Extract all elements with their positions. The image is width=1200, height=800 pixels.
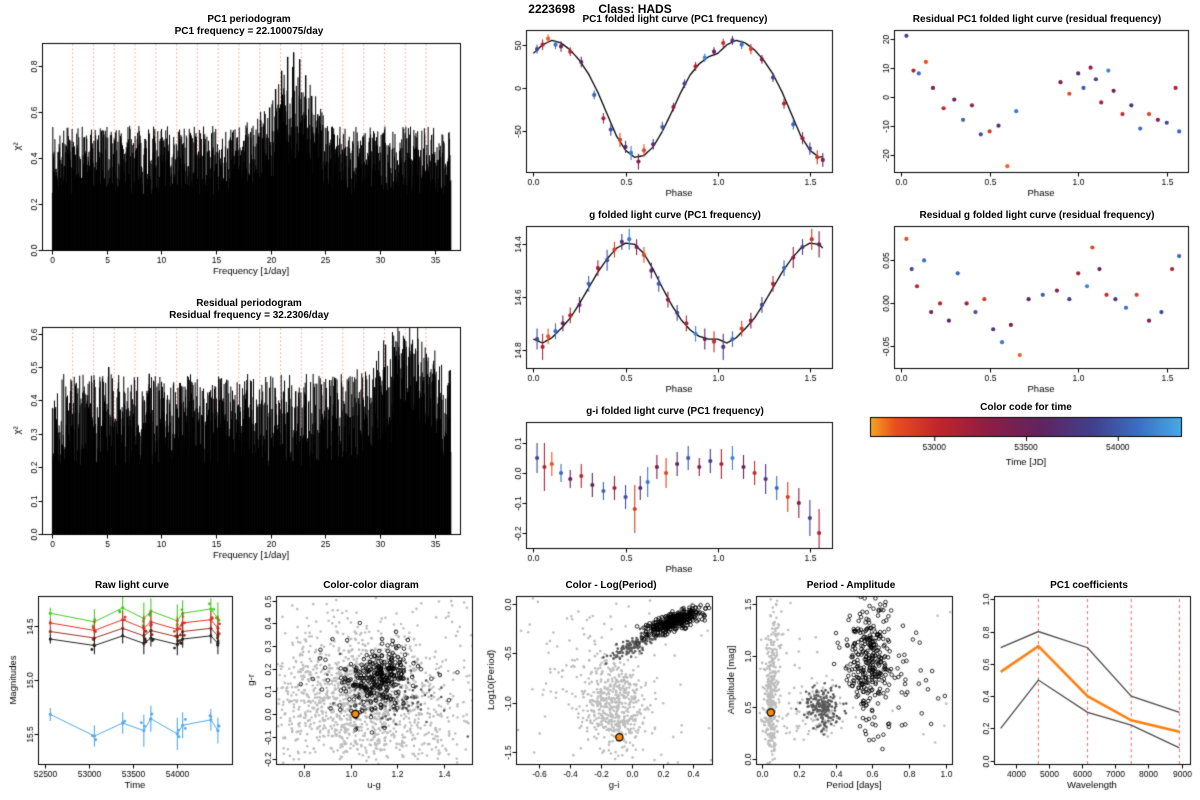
panel-residual-pc1: Residual PC1 folded light curve (residua…: [856, 14, 1196, 202]
residual-g-plot: [856, 222, 1196, 396]
period-amplitude-plot: [722, 592, 958, 794]
residual-periodogram-plot: [8, 322, 468, 564]
pc1-folded-plot: [488, 26, 840, 200]
color-color-title: Color-color diagram: [323, 580, 419, 591]
panel-color-logp: Color - Log(Period): [482, 580, 718, 796]
residual-g-title: Residual g folded light curve (residual …: [919, 210, 1155, 221]
panel-pc1-folded: PC1 folded light curve (PC1 frequency): [488, 14, 840, 202]
panel-colorbar: Color code for time: [856, 402, 1196, 494]
class-label: Class: HADS: [598, 2, 672, 16]
panel-raw-lc: Raw light curve: [4, 580, 238, 796]
period-amplitude-title: Period - Amplitude: [806, 580, 896, 591]
gi-folded-title: g-i folded light curve (PC1 frequency): [586, 406, 764, 417]
pc1-folded-title: PC1 folded light curve (PC1 frequency): [582, 14, 768, 25]
panel-color-color: Color-color diagram: [242, 580, 478, 796]
raw-lc-plot: [4, 592, 238, 794]
g-folded-plot: [488, 222, 840, 396]
pc1-coefficients-title: PC1 coefficients: [1050, 580, 1128, 591]
pc1-periodogram-plot: [8, 38, 468, 280]
colorbar-plot: [856, 414, 1196, 492]
color-logp-plot: [482, 592, 718, 794]
colorbar-title: Color code for time: [980, 402, 1072, 413]
panel-pc1-coefficients: PC1 coefficients: [960, 580, 1196, 796]
panel-residual-g: Residual g folded light curve (residual …: [856, 210, 1196, 398]
residual-pc1-plot: [856, 26, 1196, 200]
pc1-periodogram-title: PC1 periodogram: [207, 14, 291, 25]
pc1-periodogram-subtitle: PC1 frequency = 22.100075/day: [174, 26, 324, 37]
panel-period-amplitude: Period - Amplitude: [722, 580, 958, 796]
residual-periodogram-title: Residual periodogram: [196, 298, 302, 309]
panel-g-folded: g folded light curve (PC1 frequency): [488, 210, 840, 398]
raw-lc-title: Raw light curve: [95, 580, 169, 591]
panel-residual-periodogram: Residual periodogram Residual frequency …: [8, 298, 468, 564]
color-color-plot: [242, 592, 478, 794]
panel-gi-folded: g-i folded light curve (PC1 frequency): [488, 406, 840, 578]
gi-folded-plot: [488, 418, 840, 576]
panel-pc1-periodogram: PC1 periodogram PC1 frequency = 22.10007…: [8, 14, 468, 280]
residual-pc1-title: Residual PC1 folded light curve (residua…: [912, 14, 1162, 25]
object-id: 2223698: [528, 2, 575, 16]
figure-header: 2223698 Class: HADS: [0, 2, 1200, 16]
residual-periodogram-subtitle: Residual frequency = 32.2306/day: [169, 310, 329, 321]
color-logp-title: Color - Log(Period): [565, 580, 657, 591]
g-folded-title: g folded light curve (PC1 frequency): [589, 210, 761, 221]
pc1-coefficients-plot: [960, 592, 1196, 794]
